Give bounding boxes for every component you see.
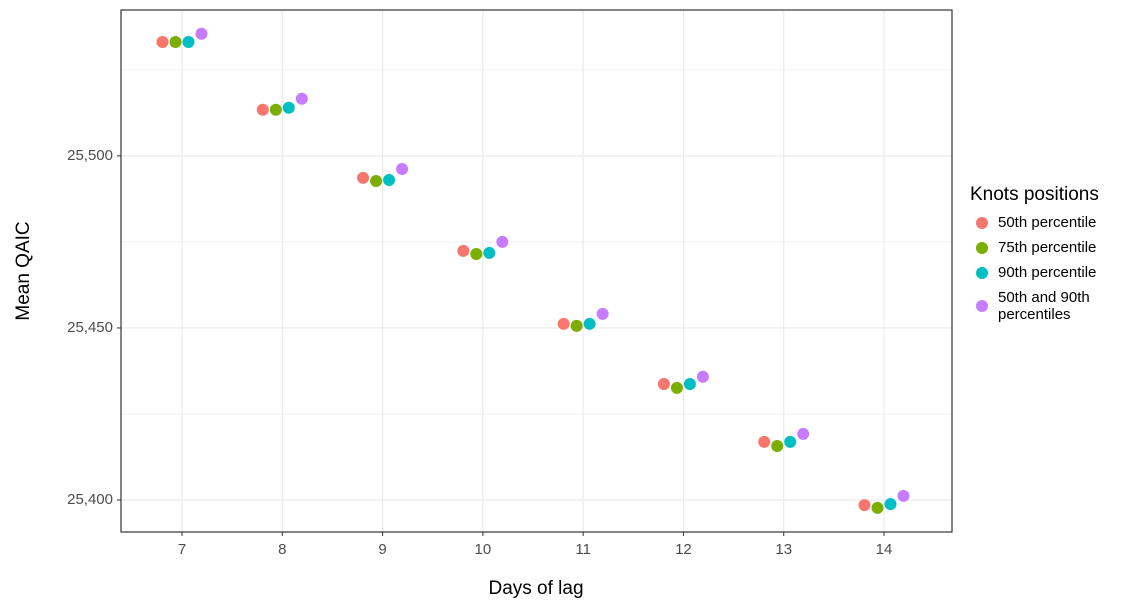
legend-item: 90th percentile [970,264,1118,281]
y-tick-label: 25,500 [67,147,113,164]
point [797,427,810,440]
point [169,36,182,49]
point [884,498,897,511]
point [357,171,370,184]
legend-label: 50th percentile [998,214,1097,231]
point [457,244,470,257]
point [282,101,295,114]
point [496,235,509,248]
legend-title: Knots positions [970,184,1099,205]
x-tick-label: 13 [775,541,792,558]
point [470,247,483,260]
point [858,499,871,512]
y-tick-label: 25,400 [67,491,113,508]
point [570,319,583,332]
x-tick-label: 8 [278,541,286,558]
point [156,36,169,49]
point [295,92,308,105]
x-tick-label: 11 [575,541,591,558]
legend-item: 50th and 90th percentiles [970,289,1118,323]
point [583,317,596,330]
x-tick-label: 9 [378,541,386,558]
point [771,439,784,452]
x-axis-title: Days of lag [488,578,583,599]
x-tick-label: 14 [876,541,893,558]
point [784,435,797,448]
x-tick-label: 12 [675,541,692,558]
point [269,103,282,116]
legend-swatch [976,266,988,279]
point [557,317,570,330]
x-tick-label: 7 [178,541,186,558]
legend-label: 90th percentile [998,264,1097,281]
point [871,501,884,514]
y-axis-title: Mean QAIC [13,221,34,320]
legend-label: 75th percentile [998,239,1097,256]
point [396,162,409,175]
point [370,175,383,188]
y-tick-label: 25,450 [67,319,113,336]
legend-swatch [976,216,988,229]
point [696,370,709,383]
point [596,307,609,320]
panel [121,10,952,532]
point [670,381,683,394]
legend-item: 50th percentile [970,214,1118,231]
point [256,103,269,116]
legend: Knots positions 50th percentile 75th perc… [970,184,1118,331]
legend-swatch [976,300,988,312]
point [195,27,208,40]
point [683,378,696,391]
legend-item: 75th percentile [970,239,1118,256]
panel-border [120,9,953,533]
point [182,36,195,49]
legend-swatch [976,241,988,254]
point [483,246,496,259]
point [657,378,670,391]
point [897,489,910,502]
point [383,173,396,186]
legend-label: 50th and 90th percentiles [998,289,1090,323]
point [758,435,771,448]
x-tick-label: 10 [475,541,492,558]
